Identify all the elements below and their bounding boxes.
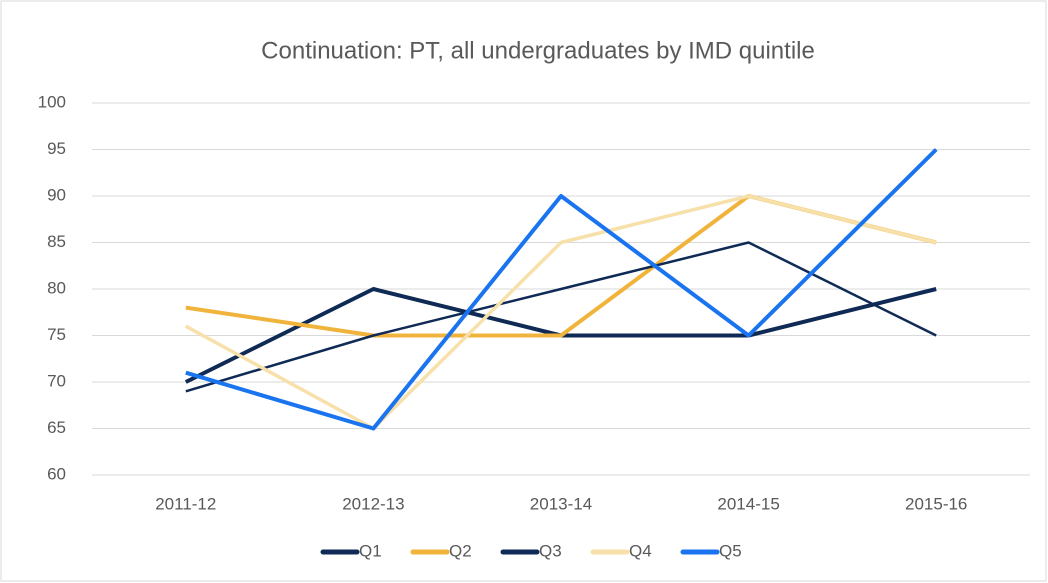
x-tick-label: 2012-13 [342, 494, 404, 513]
y-tick-label: 90 [47, 185, 66, 204]
legend-label: Q2 [449, 541, 472, 560]
y-tick-label: 95 [47, 139, 66, 158]
legend-label: Q3 [539, 541, 562, 560]
legend-label: Q4 [629, 541, 652, 560]
legend-label: Q5 [719, 541, 742, 560]
y-tick-label: 70 [47, 371, 66, 390]
y-tick-label: 85 [47, 232, 66, 251]
y-tick-label: 65 [47, 418, 66, 437]
x-tick-label: 2011-12 [155, 494, 216, 513]
series-line [184, 194, 937, 431]
x-tick-label: 2013-14 [530, 494, 592, 513]
chart-title: Continuation: PT, all undergraduates by … [261, 37, 815, 64]
series-line [185, 148, 938, 431]
legend-label: Q1 [359, 541, 382, 560]
x-tick-label: 2014-15 [717, 494, 779, 513]
y-tick-label: 75 [47, 325, 66, 344]
x-tick-label: 2015-16 [905, 494, 967, 513]
y-tick-label: 60 [47, 464, 66, 483]
y-tick-label: 100 [38, 92, 66, 111]
y-tick-label: 80 [47, 278, 66, 297]
